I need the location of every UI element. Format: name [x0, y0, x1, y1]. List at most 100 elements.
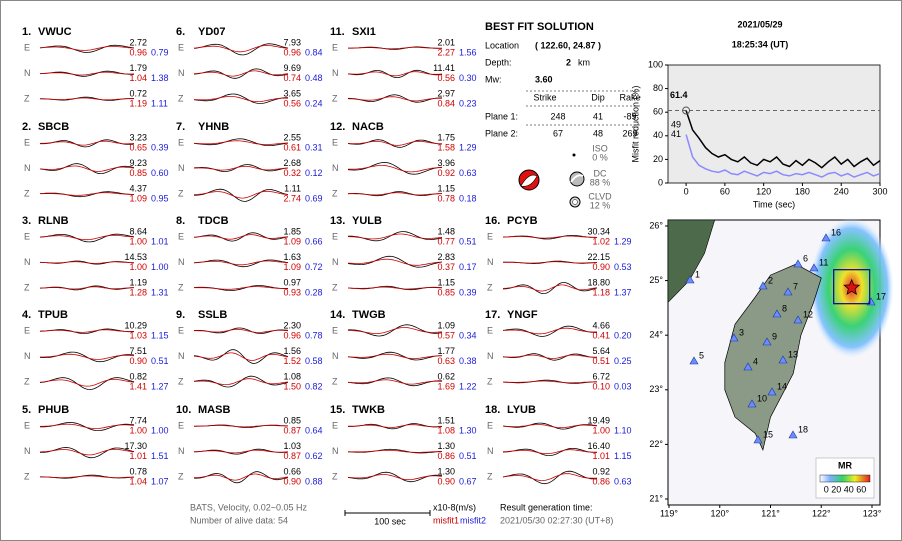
amplitude: 1.48	[437, 226, 455, 236]
synthetic-waveform	[502, 354, 598, 359]
amplitude: 1.63	[283, 252, 301, 262]
observed-waveform	[502, 379, 597, 384]
misfit1: 1.00	[129, 262, 147, 272]
component-label: Z	[24, 376, 30, 386]
lon-label: 123°	[863, 508, 882, 518]
plane-value: 248	[550, 111, 565, 121]
station-marker	[753, 435, 763, 444]
station-name: VWUC	[38, 26, 72, 38]
station-number: 5.	[22, 404, 31, 416]
mainland	[667, 219, 716, 304]
misfit1: 1.01	[129, 451, 147, 461]
station-number: 17.	[485, 309, 500, 321]
synthetic-waveform	[39, 448, 135, 456]
observed-waveform	[502, 282, 598, 295]
misfit2: 0.51	[459, 451, 477, 461]
misfit1: 0.74	[283, 73, 301, 83]
misfit1: 1.00	[129, 425, 147, 435]
amplitude: 5.64	[592, 346, 610, 356]
amplitude: 1.11	[284, 183, 301, 193]
station-name: YNGF	[507, 309, 538, 321]
misfit1: 1.01	[592, 451, 610, 461]
component-label: Z	[178, 93, 184, 103]
component-label: Z	[487, 471, 493, 481]
component-label: N	[178, 257, 185, 267]
misfit2: 0.82	[305, 381, 323, 391]
plane-value: 67	[553, 128, 563, 138]
location: ( 122.60, 24.87 )	[535, 40, 601, 50]
synthetic-waveform	[347, 353, 442, 359]
misfit2: 1.00	[151, 425, 169, 435]
amplitude: 3.96	[437, 158, 455, 168]
misfit1: 1.41	[129, 381, 147, 391]
amplitude: 1.09	[437, 320, 455, 330]
component-label: N	[332, 163, 339, 173]
plane-header: Strike	[533, 92, 556, 102]
observed-waveform	[347, 161, 443, 175]
component-label: E	[178, 42, 184, 52]
component-label: N	[332, 446, 339, 456]
station-marker	[762, 337, 772, 346]
component-label: E	[178, 137, 184, 147]
misfit2: 0.51	[151, 356, 169, 366]
depth-unit: km	[578, 57, 590, 67]
amplitude: 1.08	[283, 371, 301, 381]
plane-value: 48	[593, 128, 603, 138]
synthetic-waveform	[40, 286, 134, 290]
misfit2: 0.58	[305, 356, 323, 366]
station-map-label: 10	[757, 393, 767, 403]
component-label: Z	[178, 188, 184, 198]
amplitude: 2.72	[129, 37, 147, 47]
station-number: 13.	[330, 215, 345, 227]
x-tick-label: 180	[795, 186, 810, 196]
amplitude: 1.19	[129, 277, 147, 287]
lat-label: 24°	[649, 330, 663, 340]
component-label: N	[178, 163, 185, 173]
station-map-label: 9	[772, 331, 777, 341]
amplitude: 1.30	[437, 466, 455, 476]
misfit2: 0.67	[459, 476, 477, 486]
component-label: N	[487, 351, 494, 361]
synthetic-waveform	[40, 97, 134, 101]
lat-label: 26°	[649, 220, 663, 230]
misfit1: 1.28	[129, 287, 147, 297]
component-label: E	[24, 42, 30, 52]
station-name: YD07	[198, 26, 226, 38]
observed-waveform	[39, 191, 134, 198]
misfit2: 0.28	[305, 287, 323, 297]
observed-waveform	[39, 328, 134, 334]
misfit2: 1.37	[614, 287, 632, 297]
station-number: 8.	[176, 215, 185, 227]
misfit1: 0.90	[437, 476, 455, 486]
misfit2: 0.30	[459, 73, 477, 83]
misfit2: 0.17	[459, 262, 477, 272]
amplitude: 0.62	[437, 371, 455, 381]
misfit1: 0.84	[437, 98, 455, 108]
amplitude: 2.83	[437, 252, 455, 262]
synthetic-waveform	[193, 473, 289, 481]
amplitude: 0.92	[592, 466, 610, 476]
iso-label: ISO	[592, 143, 608, 153]
synthetic-waveform	[347, 192, 442, 196]
observed-waveform	[193, 138, 289, 146]
misfit1: 2.27	[437, 47, 455, 57]
station-number: 6.	[176, 26, 185, 38]
misfit2: 0.66	[305, 236, 323, 246]
component-label: Z	[332, 282, 338, 292]
epicenter-box	[833, 269, 871, 305]
misfit2: 0.48	[305, 73, 323, 83]
synthetic-waveform	[347, 474, 443, 481]
dc-label: DC	[594, 168, 607, 178]
misfit2: 0.20	[614, 330, 632, 340]
alive-count: Number of alive data: 54	[190, 515, 288, 525]
station-marker	[783, 287, 793, 296]
station-marker	[821, 233, 831, 242]
misfit1: 0.90	[592, 262, 610, 272]
observed-waveform	[347, 448, 443, 454]
misfit1: 0.78	[437, 193, 455, 203]
synthetic-waveform	[193, 140, 289, 146]
station-number: 18.	[485, 404, 500, 416]
synthetic-waveform	[39, 423, 135, 429]
station-marker	[743, 362, 753, 371]
misfit1: 0.63	[437, 356, 455, 366]
